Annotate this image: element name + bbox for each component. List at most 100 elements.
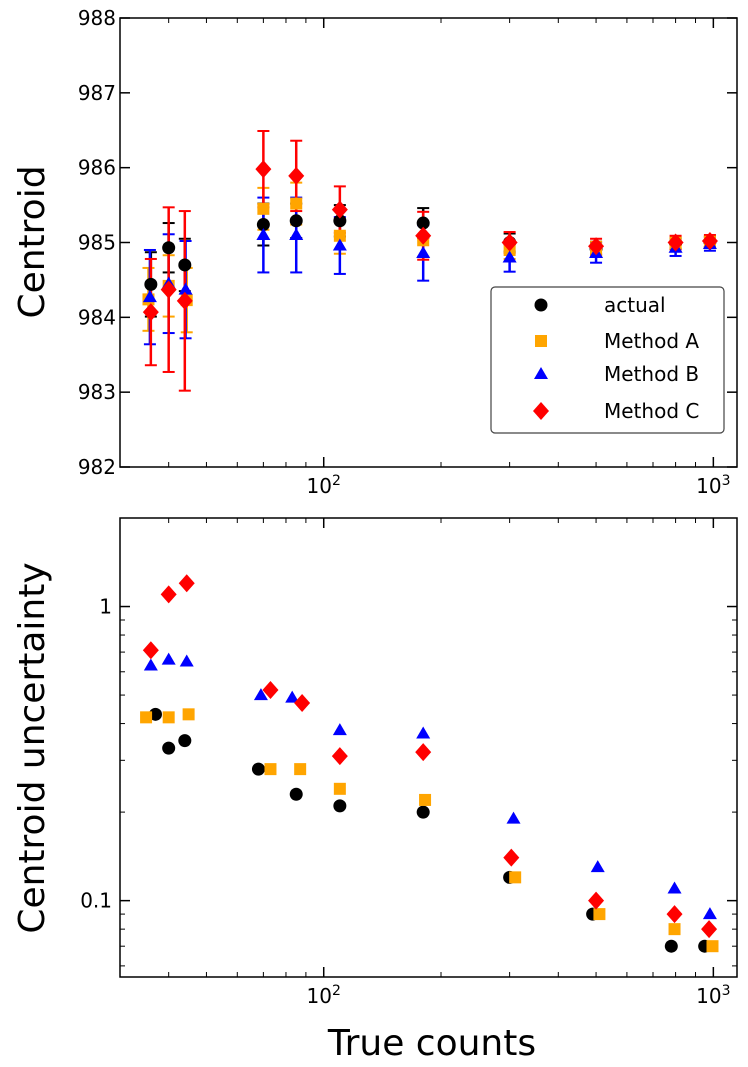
point-method-b	[332, 238, 347, 251]
point-method-c	[666, 905, 683, 924]
point-method-c	[415, 226, 432, 245]
point-method-c	[176, 291, 193, 310]
x-tick-label: 102	[307, 983, 341, 1008]
point-method-a	[419, 793, 432, 806]
y-tick-label: 988	[78, 6, 116, 30]
point-method-c	[160, 280, 177, 299]
y-tick-label: 0.1	[80, 889, 112, 913]
point-method-a	[333, 229, 346, 242]
bottom-xlabel: True counts	[327, 1023, 536, 1064]
point-method-a	[140, 711, 153, 724]
top-ylabel: Centroid	[12, 165, 53, 318]
point-method-c	[503, 848, 520, 867]
point-method-a	[182, 708, 195, 721]
point-method-a	[668, 923, 681, 936]
point-actual	[256, 218, 270, 232]
point-method-b	[590, 860, 605, 873]
point-actual	[416, 805, 430, 819]
x-tick-label: 103	[696, 473, 730, 498]
point-method-b	[179, 654, 194, 667]
point-actual	[178, 258, 192, 272]
point-method-c	[331, 200, 348, 219]
point-method-b	[416, 245, 431, 258]
bottom-axis-ticks: 0.1 1 102 103	[80, 517, 737, 1008]
legend-label-method-b: Method B	[604, 362, 699, 386]
legend-marker-method-a	[535, 335, 547, 347]
point-method-c	[588, 237, 605, 256]
point-method-b	[142, 290, 157, 303]
point-actual	[333, 214, 347, 228]
point-actual	[333, 799, 347, 813]
y-tick-label: 985	[78, 231, 116, 255]
point-actual	[162, 241, 176, 255]
point-method-c	[588, 891, 605, 910]
point-method-b	[502, 250, 517, 263]
x-tick-label: 103	[696, 983, 730, 1008]
point-method-a	[162, 711, 175, 724]
point-method-c	[415, 743, 432, 762]
y-tick-label: 982	[78, 455, 116, 479]
point-method-b	[506, 811, 521, 824]
top-plot-marks	[142, 129, 718, 392]
point-method-b	[143, 658, 158, 671]
bottom-ylabel: Centroid uncertainty	[12, 562, 53, 933]
top-axis-ticks: 982 983 984 985 986 987 988 102 103	[78, 6, 737, 498]
point-method-b	[332, 723, 347, 736]
point-method-a	[509, 871, 522, 884]
point-actual	[162, 741, 176, 755]
point-method-b	[253, 688, 268, 701]
legend-marker-method-b	[534, 367, 548, 379]
point-method-a	[290, 197, 303, 210]
point-method-c	[288, 166, 305, 185]
point-actual	[178, 734, 192, 748]
point-method-a	[294, 763, 307, 776]
legend-marker-method-c	[533, 402, 549, 420]
point-method-c	[294, 693, 311, 712]
bottom-plot-marks	[140, 574, 719, 953]
point-method-c	[331, 747, 348, 766]
point-method-c	[160, 585, 177, 604]
y-tick-label: 986	[78, 156, 116, 180]
point-method-c	[501, 233, 518, 252]
point-method-a	[264, 763, 277, 776]
point-actual	[144, 277, 158, 291]
legend-label-method-c: Method C	[604, 399, 699, 423]
point-method-c	[701, 232, 718, 251]
bottom-axes-frame	[119, 517, 738, 978]
point-method-c	[262, 681, 279, 700]
point-method-c	[178, 574, 195, 593]
point-method-c	[142, 303, 159, 322]
point-method-a	[706, 940, 719, 953]
point-actual	[416, 216, 430, 230]
point-method-b	[702, 907, 717, 920]
y-tick-label: 983	[78, 380, 116, 404]
point-method-c	[701, 920, 718, 939]
legend-frame	[490, 286, 725, 434]
point-method-b	[416, 726, 431, 739]
legend-label-method-a: Method A	[604, 329, 699, 353]
point-method-a	[333, 782, 346, 795]
top-panel: 982 983 984 985 986 987 988 102 103 Centroid act…	[12, 6, 738, 498]
point-method-b	[178, 282, 193, 295]
y-tick-label: 987	[78, 81, 116, 105]
point-method-c	[142, 641, 159, 660]
bottom-panel: 0.1 1 102 103 Centroid uncertainty True cou…	[12, 517, 738, 1064]
point-method-b	[289, 228, 304, 241]
point-actual	[289, 214, 303, 228]
point-method-b	[285, 690, 300, 703]
point-method-a	[593, 908, 606, 921]
point-method-a	[257, 202, 270, 215]
point-method-c	[255, 160, 272, 179]
point-actual	[289, 787, 303, 801]
y-tick-label: 984	[78, 305, 116, 329]
x-tick-label: 102	[307, 473, 341, 498]
point-method-b	[161, 652, 176, 665]
legend-marker-actual	[534, 298, 548, 312]
legend-label-actual: actual	[604, 293, 666, 317]
point-actual	[664, 939, 678, 953]
point-method-b	[667, 881, 682, 894]
point-method-b	[256, 228, 271, 241]
point-method-c	[667, 233, 684, 252]
